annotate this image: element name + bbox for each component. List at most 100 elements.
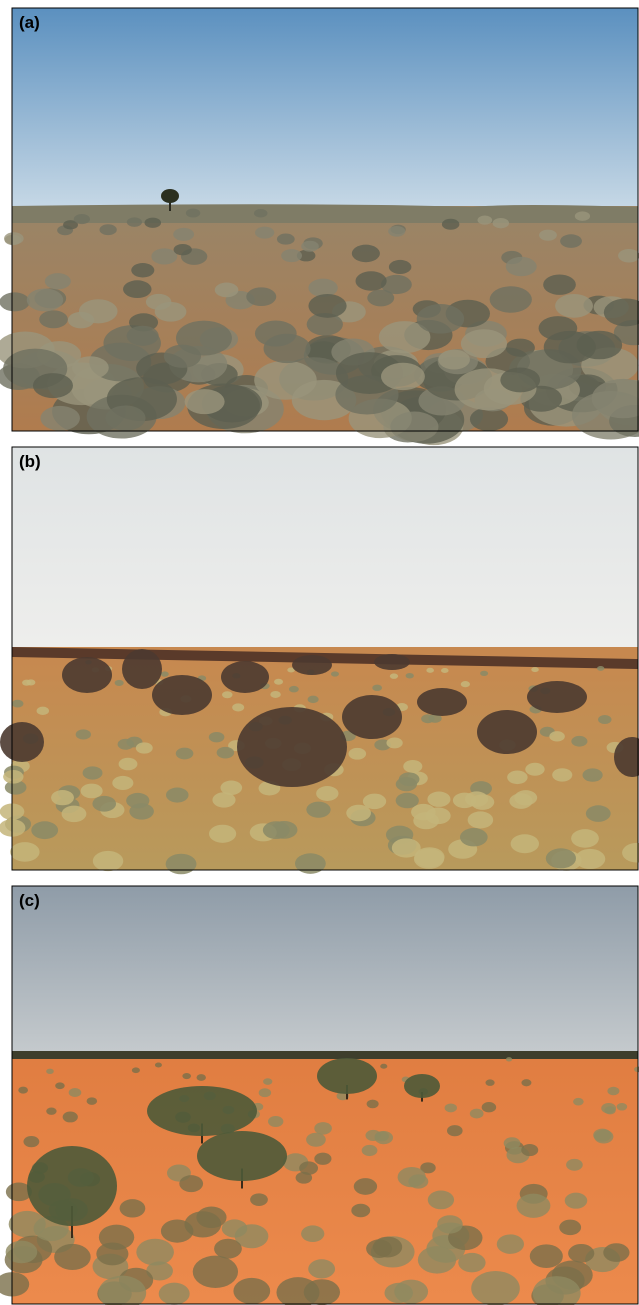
- grass-tuft: [492, 218, 510, 229]
- grass-tuft: [274, 678, 284, 685]
- bush: [299, 1161, 319, 1175]
- grass-tuft: [3, 769, 24, 784]
- bush: [616, 1103, 628, 1111]
- grass-tuft: [263, 333, 311, 364]
- grass-tuft: [525, 762, 545, 776]
- grass-tuft: [390, 411, 439, 442]
- grass-tuft: [306, 341, 341, 363]
- grass-tuft: [160, 671, 169, 677]
- grass-tuft: [372, 684, 382, 692]
- grass-tuft: [596, 665, 605, 671]
- grass-tuft: [362, 793, 387, 810]
- bush: [427, 1190, 455, 1210]
- grass-tuft: [126, 325, 159, 346]
- shrub: [0, 722, 44, 762]
- grass-tuft: [99, 224, 117, 236]
- grass-tuft: [92, 850, 124, 872]
- grass-tuft: [585, 805, 611, 822]
- grass-tuft: [413, 848, 445, 869]
- grass-tuft: [618, 248, 639, 263]
- bush: [250, 1193, 268, 1206]
- photo-panel: (c): [0, 885, 639, 1305]
- bush: [437, 1215, 463, 1234]
- grass-tuft: [469, 407, 509, 432]
- shrub: [417, 688, 467, 716]
- grass-tuft: [395, 792, 419, 809]
- bush: [469, 1108, 484, 1119]
- bush: [521, 1144, 539, 1157]
- grass-tuft: [123, 280, 152, 299]
- bush: [607, 1086, 620, 1096]
- shrub: [221, 661, 269, 693]
- tree-crown: [147, 1086, 257, 1136]
- bush: [301, 1225, 325, 1243]
- grass-tuft: [539, 229, 557, 241]
- grass-tuft: [114, 679, 124, 686]
- grass-tuft: [0, 819, 26, 837]
- grass-tuft: [36, 706, 50, 715]
- grass-tuft: [212, 792, 236, 808]
- grass-tuft: [253, 209, 268, 218]
- tree-crown: [161, 189, 179, 203]
- bush: [54, 1243, 91, 1271]
- bush: [594, 1129, 614, 1144]
- bush: [295, 1171, 313, 1184]
- grass-tuft: [10, 842, 40, 862]
- grass-tuft: [44, 273, 71, 290]
- grass-tuft: [348, 747, 367, 760]
- bush: [46, 1107, 57, 1115]
- bush: [86, 1097, 98, 1105]
- grass-tuft: [480, 670, 489, 677]
- grass-tuft: [403, 760, 423, 773]
- grass-tuft: [560, 234, 582, 248]
- horizon: [12, 1051, 638, 1059]
- bush: [46, 1068, 54, 1075]
- grass-tuft: [440, 667, 449, 674]
- grass-tuft: [151, 248, 178, 265]
- grass-tuft: [92, 795, 117, 812]
- grass-tuft: [26, 679, 36, 686]
- grass-tuft: [118, 757, 138, 771]
- shrub: [62, 657, 112, 693]
- shrub: [342, 695, 402, 739]
- grass-tuft: [613, 319, 639, 346]
- bush: [503, 1137, 521, 1150]
- grass-tuft: [26, 288, 64, 312]
- grass-tuft: [154, 301, 187, 322]
- grass-tuft: [460, 681, 470, 688]
- grass-tuft: [378, 321, 431, 354]
- grass-tuft: [388, 259, 412, 274]
- grass-tuft: [105, 405, 146, 431]
- bush: [221, 1219, 248, 1238]
- grass-tuft: [391, 838, 421, 858]
- bush: [532, 1276, 581, 1305]
- tree-crown: [27, 1146, 117, 1226]
- grass-tuft: [75, 729, 91, 740]
- grass-tuft: [73, 214, 90, 225]
- bush: [196, 1074, 206, 1081]
- grass-tuft: [308, 278, 338, 297]
- grass-tuft: [571, 829, 599, 848]
- bush: [306, 1132, 326, 1147]
- horizon: [12, 204, 638, 223]
- bush: [568, 1243, 595, 1263]
- grass-tuft: [51, 790, 74, 806]
- grass-tuft: [582, 768, 603, 782]
- grass-tuft: [11, 699, 24, 708]
- bush: [98, 1224, 135, 1250]
- grass-tuft: [306, 801, 331, 818]
- grass-tuft: [306, 312, 343, 336]
- grass-tuft: [208, 731, 225, 743]
- bush: [420, 1162, 436, 1174]
- grass-tuft: [622, 842, 639, 863]
- bush: [446, 1125, 463, 1137]
- grass-tuft: [216, 746, 235, 759]
- grass-tuft: [165, 853, 197, 875]
- grass-tuft: [413, 812, 439, 830]
- grass-tuft: [441, 218, 460, 230]
- grass-tuft: [4, 780, 27, 795]
- grass-tuft: [549, 731, 565, 742]
- bush: [98, 1275, 147, 1305]
- grass-tuft: [426, 667, 434, 673]
